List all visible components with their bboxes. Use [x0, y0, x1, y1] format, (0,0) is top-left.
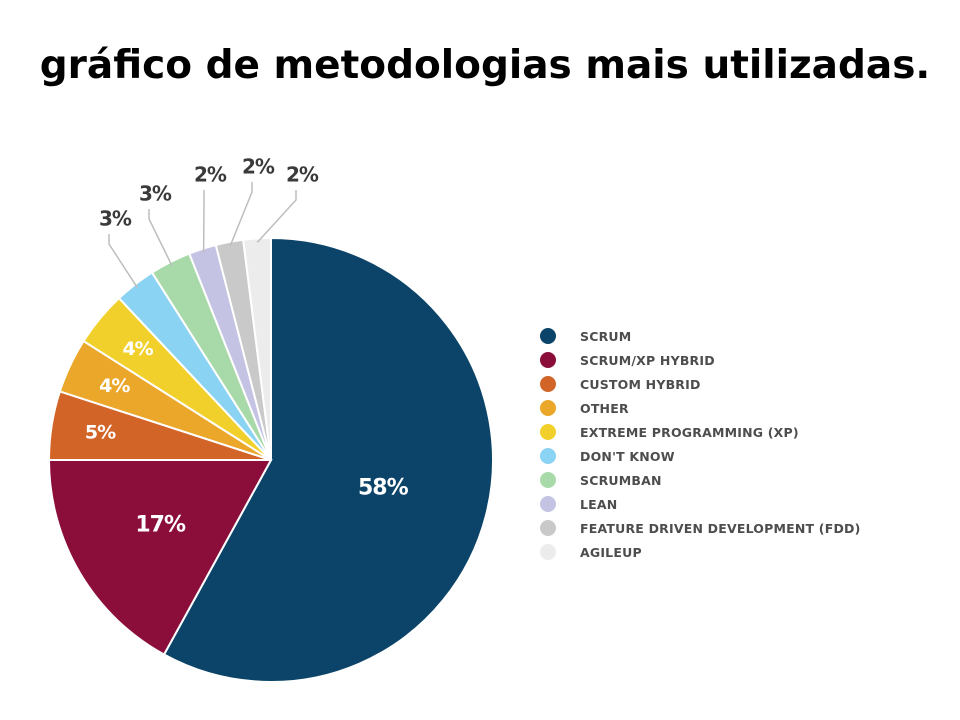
legend-swatch	[540, 328, 556, 344]
legend-label: OTHER	[580, 400, 629, 416]
legend-label: SCRUM	[580, 328, 632, 344]
legend-label: CUSTOM HYBRID	[580, 376, 701, 392]
slice-label-feature-driven-development-fdd: 2%	[242, 155, 275, 179]
pie-slices	[47, 236, 494, 683]
legend-swatch	[540, 352, 556, 368]
legend-swatch	[540, 448, 556, 464]
legend-item-don-t-know: DON'T KNOW	[540, 444, 861, 468]
legend-swatch	[540, 544, 556, 560]
legend-item-other: OTHER	[540, 396, 861, 420]
legend-item-agileup: AGILEUP	[540, 540, 861, 564]
legend-label: SCRUM/XP HYBRID	[580, 352, 715, 368]
legend-label: FEATURE DRIVEN DEVELOPMENT (FDD)	[580, 520, 861, 536]
slice-label-other: 4%	[99, 375, 130, 397]
legend-item-scrum: SCRUM	[540, 324, 861, 348]
slice-label-custom-hybrid: 5%	[85, 421, 116, 443]
pie-callouts	[108, 182, 297, 289]
legend-item-scrum-xp-hybrid: SCRUM/XP HYBRID	[540, 348, 861, 372]
legend-label: EXTREME PROGRAMMING (XP)	[580, 424, 799, 440]
chart-title: gráfico de metodologias mais utilizadas.	[39, 43, 931, 88]
slice-label-extreme-programming-xp: 4%	[122, 338, 153, 360]
chart-legend: SCRUM SCRUM/XP HYBRID CUSTOM HYBRID OTHER EX…	[540, 324, 861, 564]
slice-label-don-t-know: 3%	[99, 207, 132, 231]
slice-label-scrumban: 3%	[139, 182, 172, 206]
slice-label-scrum-xp-hybrid: 17%	[135, 513, 186, 538]
legend-item-extreme-programming-xp: EXTREME PROGRAMMING (XP)	[540, 420, 861, 444]
legend-swatch	[540, 424, 556, 440]
slice-label-scrum: 58%	[358, 476, 409, 501]
legend-item-custom-hybrid: CUSTOM HYBRID	[540, 372, 861, 396]
callout-line-agileup	[256, 190, 297, 243]
pie-labels: 58% 17% 5% 4% 4% 3% 3% 2% 2% 2%	[85, 155, 410, 538]
legend-item-lean: LEAN	[540, 492, 861, 516]
legend-label: DON'T KNOW	[580, 448, 675, 464]
legend-item-feature-driven-development-fdd: FEATURE DRIVEN DEVELOPMENT (FDD)	[540, 516, 861, 540]
callout-line-feature-driven-development-fdd	[229, 182, 253, 247]
legend-swatch	[540, 472, 556, 488]
slice-label-lean: 2%	[194, 163, 227, 187]
legend-label: SCRUMBAN	[580, 472, 662, 488]
legend-item-scrumban: SCRUMBAN	[540, 468, 861, 492]
legend-label: LEAN	[580, 496, 618, 512]
legend-swatch	[540, 400, 556, 416]
legend-swatch	[540, 496, 556, 512]
legend-label: AGILEUP	[580, 544, 642, 560]
slice-label-agileup: 2%	[286, 163, 319, 187]
legend-swatch	[540, 376, 556, 392]
legend-swatch	[540, 520, 556, 536]
callout-line-scrumban	[148, 209, 173, 267]
callout-line-don-t-know	[108, 234, 139, 289]
pie-slice-scrum-xp-hybrid	[47, 459, 273, 656]
pie-slice-agileup	[242, 236, 272, 461]
pie-slice-scrum	[162, 236, 494, 683]
